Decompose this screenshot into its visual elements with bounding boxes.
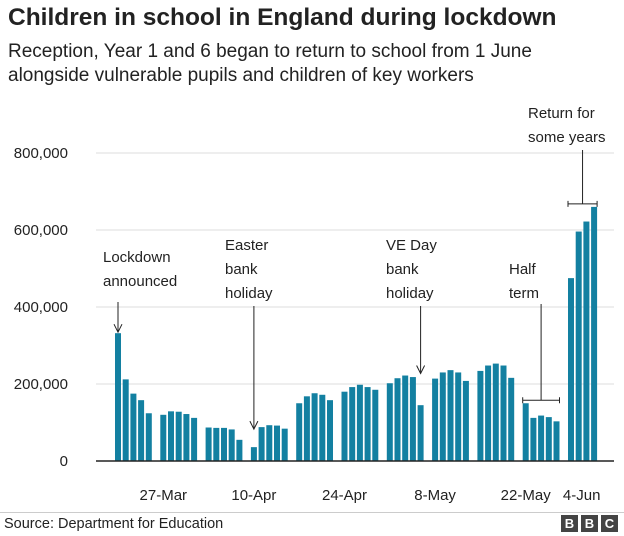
bar <box>281 428 288 461</box>
bar <box>250 447 257 461</box>
annotation-arrowhead <box>113 323 123 334</box>
bar <box>402 375 409 461</box>
y-tick-label: 0 <box>60 453 68 470</box>
bar <box>356 384 363 461</box>
chart-subtitle: Reception, Year 1 and 6 began to return … <box>8 40 618 88</box>
bar <box>455 372 462 461</box>
bar <box>191 417 198 461</box>
bar <box>553 421 560 461</box>
bar <box>575 231 582 461</box>
bar <box>236 439 243 461</box>
bar <box>530 417 537 461</box>
annotation-text: Lockdown <box>103 249 171 266</box>
logo-letter: B <box>581 515 598 532</box>
bar <box>138 400 145 461</box>
bar <box>522 403 529 461</box>
bar <box>319 394 326 461</box>
bar <box>394 378 401 461</box>
bar <box>349 387 356 461</box>
gridlines <box>96 152 614 385</box>
bar <box>258 427 265 461</box>
bar <box>447 370 454 461</box>
annotation-text: Easter <box>225 237 268 254</box>
y-axis-labels: 0 200,000 400,000 600,000 800,000 <box>14 145 68 470</box>
annotation-text: holiday <box>386 285 434 302</box>
bar <box>221 427 227 461</box>
bar <box>213 427 220 461</box>
bar <box>417 405 424 461</box>
subtitle-line-2: alongside vulnerable pupils and children… <box>8 65 474 86</box>
bar <box>492 363 499 461</box>
x-tick-label: 22-May <box>501 487 552 504</box>
annotation-arrowhead <box>249 420 259 431</box>
bar <box>372 389 379 461</box>
bar <box>364 387 371 461</box>
bar <box>538 415 545 461</box>
bar <box>386 383 393 461</box>
bar <box>228 429 235 461</box>
bar <box>341 391 348 461</box>
logo-letter: C <box>601 515 618 532</box>
bar <box>568 278 574 461</box>
annotation-text: Half <box>509 261 537 278</box>
bar <box>432 378 439 461</box>
bar <box>591 206 598 461</box>
bar <box>122 379 129 461</box>
x-tick-label: 27-Mar <box>140 487 188 504</box>
bar <box>175 411 182 461</box>
bars <box>115 206 598 461</box>
bar <box>409 377 416 461</box>
chart-title: Children in school in England during loc… <box>8 4 557 31</box>
x-tick-label: 24-Apr <box>322 487 367 504</box>
x-axis-labels: 27-Mar 10-Apr 24-Apr 8-May 22-May 4-Jun <box>140 487 601 504</box>
bar <box>183 414 190 461</box>
annotation-text: bank <box>386 261 419 278</box>
bar <box>296 403 303 461</box>
x-tick-label: 8-May <box>414 487 456 504</box>
annotation-text: VE Day <box>386 237 437 254</box>
annotation-text: holiday <box>225 285 273 302</box>
bar <box>266 425 273 461</box>
source-note: Source: Department for Education <box>4 516 224 532</box>
annotation-text: bank <box>225 261 258 278</box>
bar <box>327 400 333 461</box>
annotation-text: announced <box>103 273 177 290</box>
x-tick-label: 10-Apr <box>231 487 276 504</box>
bar <box>115 333 121 461</box>
y-tick-label: 600,000 <box>14 222 68 239</box>
bar <box>500 365 507 461</box>
bar <box>477 370 484 461</box>
logo-letter: B <box>561 515 578 532</box>
y-tick-label: 800,000 <box>14 145 68 162</box>
y-tick-label: 400,000 <box>14 299 68 316</box>
bbc-logo: B B C <box>561 515 618 532</box>
bar <box>485 365 492 461</box>
bar <box>168 411 174 461</box>
bar <box>130 393 137 461</box>
bar <box>160 414 167 461</box>
bar <box>508 377 515 461</box>
annotation-arrowhead <box>416 365 426 375</box>
annotation-text: Return for <box>528 105 595 122</box>
subtitle-line-1: Reception, Year 1 and 6 began to return … <box>8 41 532 62</box>
annotation-text: term <box>509 285 539 302</box>
x-tick-label: 4-Jun <box>563 487 601 504</box>
bar <box>583 221 590 461</box>
bar <box>303 396 310 461</box>
bar <box>205 427 212 461</box>
bar <box>274 425 280 461</box>
bar <box>311 393 318 461</box>
bar <box>545 417 552 461</box>
bar <box>145 413 152 461</box>
annotations: Lockdown announced Easter bank holiday VE Day… <box>103 105 606 431</box>
annotation-text: some years <box>528 129 606 146</box>
bar <box>439 372 446 461</box>
y-tick-label: 200,000 <box>14 376 68 393</box>
bar <box>462 380 469 461</box>
footer-divider <box>0 512 624 513</box>
bar-chart: 0 200,000 400,000 600,000 800,000 27-Mar 10-A… <box>14 105 614 504</box>
